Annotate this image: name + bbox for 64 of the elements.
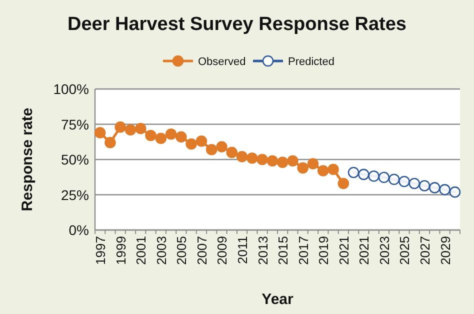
x-tick-label: 2029 — [438, 236, 453, 265]
point — [104, 136, 116, 148]
point — [134, 122, 146, 134]
y-tick-label: 50% — [60, 152, 89, 168]
point — [246, 152, 258, 164]
point — [307, 158, 319, 170]
x-tick-label: 2001 — [134, 236, 149, 265]
point — [418, 180, 430, 192]
point — [226, 146, 238, 158]
point — [276, 156, 288, 168]
point — [429, 182, 440, 194]
point — [124, 124, 136, 136]
y-tick-label: 75% — [60, 116, 89, 132]
legend-label: Predicted — [288, 56, 334, 68]
point — [348, 166, 360, 178]
point — [256, 154, 268, 166]
point — [328, 164, 339, 176]
x-tick-label: 2015 — [276, 236, 291, 265]
x-tick-label: 2003 — [154, 236, 169, 265]
point — [216, 141, 228, 152]
point — [155, 132, 167, 144]
x-tick-label: 2005 — [174, 236, 190, 265]
x-tick-label: 2027 — [418, 236, 433, 265]
point — [165, 128, 177, 140]
x-tick-label: 2009 — [214, 236, 230, 265]
point — [398, 176, 410, 188]
point — [94, 127, 106, 138]
point — [145, 130, 156, 142]
point — [439, 184, 450, 196]
x-tick-label: 2021 — [356, 236, 372, 265]
y-tick-label: 0% — [68, 222, 89, 238]
point — [449, 186, 461, 198]
y-axis-title: Response rate — [19, 108, 36, 212]
point — [236, 151, 248, 162]
point — [408, 178, 420, 190]
point — [338, 178, 350, 190]
x-tick-label: 2007 — [194, 236, 210, 265]
point — [114, 121, 126, 133]
point — [378, 172, 390, 184]
legend-label: Observed — [198, 56, 246, 68]
point — [287, 155, 298, 167]
x-tick-label: 2025 — [397, 236, 412, 265]
point — [297, 162, 308, 174]
point — [206, 144, 218, 156]
point — [266, 155, 278, 167]
x-tick-label: 2021 — [336, 236, 352, 265]
x-tick-label: 2023 — [376, 236, 392, 265]
x-axis-title: Year — [262, 291, 294, 308]
chart-title: Deer Harvest Survey Response Rates — [67, 14, 407, 35]
x-tick-label: 1997 — [93, 236, 108, 265]
point — [317, 165, 329, 176]
x-tick-label: 2013 — [255, 236, 270, 265]
x-tick-label: 1999 — [113, 236, 128, 265]
point — [358, 168, 370, 180]
point — [368, 170, 380, 182]
point — [388, 174, 400, 186]
point — [176, 131, 187, 143]
y-tick-label: 25% — [60, 186, 89, 203]
point — [186, 138, 197, 150]
x-tick-label: 2017 — [296, 236, 311, 265]
y-tick-label: 100% — [53, 81, 89, 97]
x-tick-label: 2011 — [235, 236, 250, 264]
point — [196, 136, 208, 147]
x-tick-label: 2019 — [316, 236, 332, 265]
